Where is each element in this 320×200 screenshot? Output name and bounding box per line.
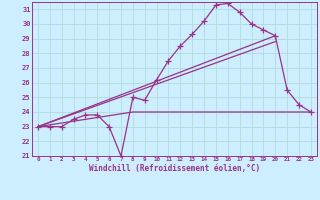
X-axis label: Windchill (Refroidissement éolien,°C): Windchill (Refroidissement éolien,°C)	[89, 164, 260, 173]
